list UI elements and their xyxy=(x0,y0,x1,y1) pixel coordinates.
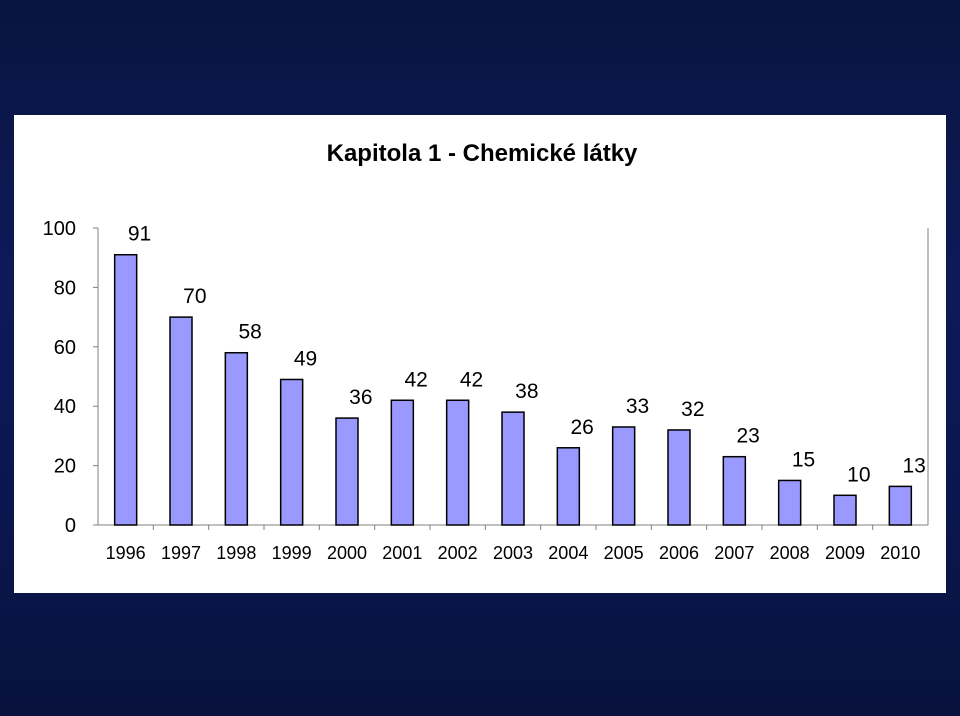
x-tick-label: 1997 xyxy=(161,543,201,563)
bar-1999 xyxy=(279,378,304,526)
data-label: 13 xyxy=(902,454,925,477)
bar-2006 xyxy=(667,429,691,526)
x-tick-label: 2010 xyxy=(880,543,920,563)
data-label: 10 xyxy=(847,463,870,486)
data-label: 36 xyxy=(349,386,372,409)
x-tick-label: 2007 xyxy=(714,543,754,563)
y-tick-label: 100 xyxy=(43,218,76,240)
bar-1996 xyxy=(113,253,138,526)
x-tick-label: 2004 xyxy=(548,543,588,563)
y-tick-label: 60 xyxy=(54,337,76,359)
bar-2008 xyxy=(777,479,802,526)
data-label: 70 xyxy=(183,285,206,308)
bar-2004 xyxy=(556,447,581,526)
y-tick-labels: 0 20 40 60 80 100 xyxy=(43,218,76,537)
data-label: 23 xyxy=(736,425,759,448)
data-label: 38 xyxy=(515,380,538,403)
chart-title: Kapitola 1 - Chemické látky xyxy=(327,140,638,167)
x-tick-label: 1999 xyxy=(272,543,312,563)
data-label: 42 xyxy=(404,368,427,391)
data-label: 58 xyxy=(238,321,261,344)
x-tick-label: 1996 xyxy=(106,543,146,563)
y-tick-label: 0 xyxy=(65,515,76,537)
y-tick-label: 80 xyxy=(54,277,76,299)
data-label: 15 xyxy=(792,448,815,471)
data-label: 33 xyxy=(626,395,649,418)
data-label: 32 xyxy=(681,398,704,421)
x-tick-label: 2003 xyxy=(493,543,533,563)
data-label: 26 xyxy=(570,416,593,439)
bar-2007 xyxy=(722,455,747,526)
x-tick-label: 2006 xyxy=(659,543,699,563)
bar-2003 xyxy=(501,411,525,526)
x-tick-label: 2009 xyxy=(825,543,865,563)
x-tick-label: 1998 xyxy=(216,543,256,563)
bar-1997 xyxy=(169,316,193,526)
data-label: 91 xyxy=(128,223,151,246)
x-tick-label: 2002 xyxy=(438,543,478,563)
chart-panel: Kapitola 1 - Chemické látky 91 70 58 49 36 42… xyxy=(14,115,946,593)
data-label: 42 xyxy=(460,368,483,391)
x-tick-label: 2005 xyxy=(604,543,644,563)
y-tick-label: 40 xyxy=(54,396,76,418)
bar-2001 xyxy=(390,399,415,526)
bar-2009 xyxy=(833,494,857,526)
x-tick-label: 2001 xyxy=(382,543,422,563)
bar-2002 xyxy=(445,399,470,526)
bar-2000 xyxy=(335,417,359,526)
bar-2010 xyxy=(888,485,913,526)
bar-1998 xyxy=(224,351,249,526)
bars xyxy=(113,253,913,526)
x-tick-label: 2008 xyxy=(770,543,810,563)
data-labels: 91 70 58 49 36 42 42 38 26 33 32 23 15 10 13 xyxy=(128,223,926,487)
y-tick-label: 20 xyxy=(54,456,76,478)
bar-chart: Kapitola 1 - Chemické látky 91 70 58 49 36 42… xyxy=(43,140,929,563)
x-tick-label: 2000 xyxy=(327,543,367,563)
x-tick-labels: 1996 1997 1998 1999 2000 2001 2002 2003 2004 2005… xyxy=(106,543,921,563)
data-label: 49 xyxy=(294,347,317,370)
bar-2005 xyxy=(611,426,636,526)
